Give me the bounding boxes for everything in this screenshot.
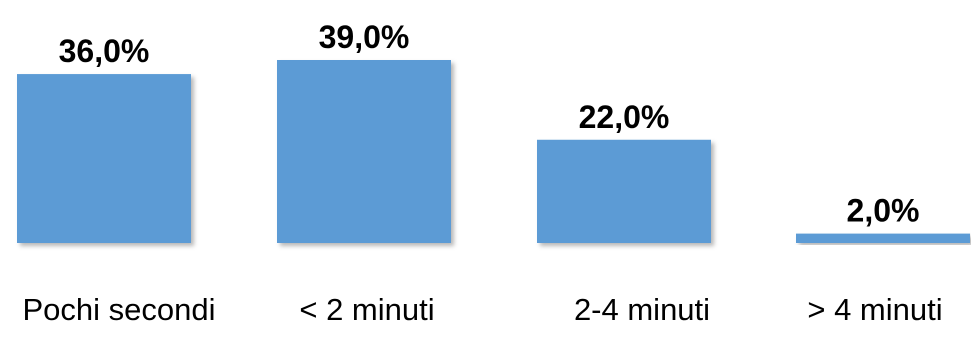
bar bbox=[17, 74, 191, 243]
category-labels-layer: Pochi secondi < 2 minuti 2-4 minuti > 4 min… bbox=[22, 292, 942, 327]
bar-value-label: 22,0% bbox=[579, 99, 670, 135]
bar bbox=[277, 60, 451, 243]
data-labels-layer: 36,0% 39,0% 22,0% 2,0% bbox=[59, 19, 920, 229]
bar-value-label: 39,0% bbox=[319, 19, 410, 55]
category-label: < 2 minuti bbox=[299, 292, 434, 327]
bar-value-label: 36,0% bbox=[59, 33, 150, 69]
bar-value-label: 2,0% bbox=[847, 193, 920, 229]
category-label: Pochi secondi bbox=[22, 292, 215, 327]
bar bbox=[796, 233, 970, 243]
bars-layer bbox=[17, 60, 970, 243]
bar bbox=[537, 139, 711, 243]
category-label: 2-4 minuti bbox=[574, 292, 710, 327]
category-label: > 4 minuti bbox=[807, 292, 942, 327]
